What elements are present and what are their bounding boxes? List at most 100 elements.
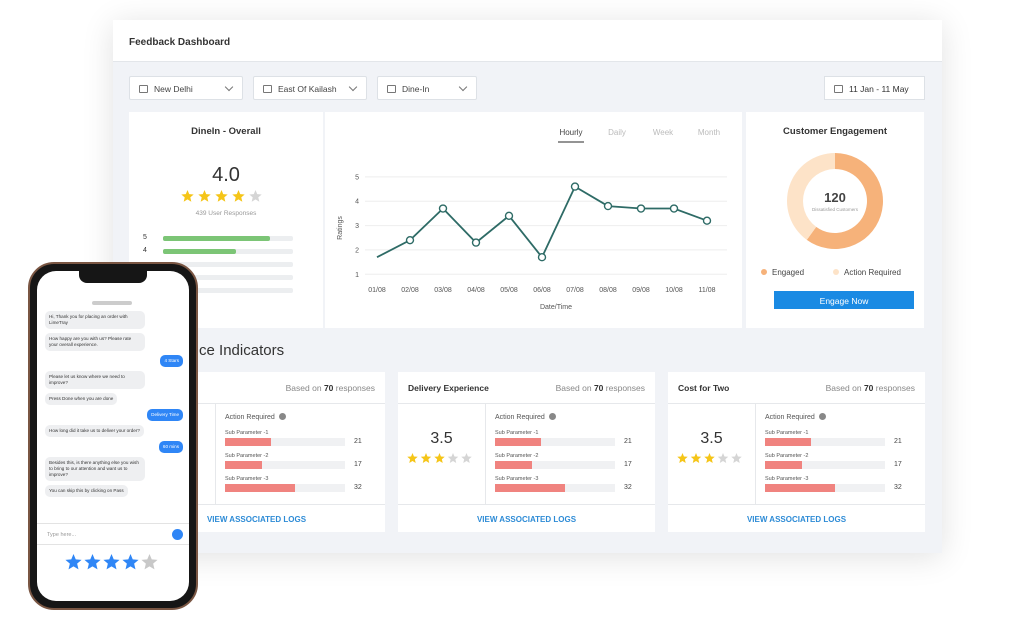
param-name: Sub Parameter -2 (225, 453, 269, 459)
point (405, 235, 415, 245)
star (677, 453, 688, 463)
tab[interactable]: Hourly (559, 128, 582, 137)
line (376, 185, 708, 259)
responses: 439 User Responses (195, 210, 257, 217)
divider (485, 404, 486, 504)
response-count: 70 (323, 383, 334, 393)
y-tick-label: 4 (355, 199, 359, 206)
dist-bar (163, 249, 236, 254)
chat-message: 4 Stars (160, 355, 183, 367)
y-tick-label: 5 (355, 174, 359, 181)
chat-message: Delivery Time (147, 409, 183, 421)
param-track (225, 461, 345, 469)
count: 120 (824, 190, 846, 205)
point (603, 201, 613, 211)
legend-label: Engaged (772, 268, 804, 277)
point (570, 182, 580, 191)
param-bar (765, 484, 836, 492)
param-track (495, 438, 615, 446)
chart: Hourly Daily Week Month 1 2 3 4 5 Ratings Date/Tim… (337, 128, 727, 311)
tab[interactable]: Month (698, 128, 720, 137)
param-value: 32 (624, 484, 632, 491)
header: Feedback Dashboard (113, 20, 942, 62)
dist-track (163, 288, 293, 293)
dashboard: Feedback Dashboard New Delhi East Of Kai… (113, 20, 942, 553)
chat-message: Hi, Thank you for placing an order with … (45, 311, 145, 329)
param-track (765, 461, 885, 469)
view-logs-link[interactable]: VIEW ASSOCIATED LOGS (668, 504, 925, 532)
star (690, 453, 702, 463)
y-tick-label: 2 (355, 247, 359, 254)
y-tick-label: 1 (355, 272, 359, 279)
based-prefix: Based on (825, 383, 862, 393)
based-on: Based on 70 responses (826, 383, 915, 403)
button-label: Engage Now (819, 296, 869, 306)
date-picker[interactable]: 11 Jan - 11 May (824, 76, 925, 100)
chat-message: Press Done when you are done (45, 393, 118, 405)
engagement-card: Customer Engagement Engaged Action Requir… (746, 112, 924, 328)
response-count: 70 (863, 383, 874, 393)
x-tick-label: 08/08 (599, 287, 617, 294)
x-tick-label: 10/08 (665, 287, 683, 294)
star-row (181, 190, 262, 202)
send-button[interactable] (172, 529, 183, 540)
based-prefix: Based on (285, 383, 322, 393)
dist-label: 5 (143, 234, 147, 241)
param-track (765, 438, 885, 446)
point (636, 204, 646, 213)
view-logs-link[interactable]: VIEW ASSOCIATED LOGS (398, 504, 655, 532)
x-tick-label: 03/08 (434, 287, 452, 294)
star (232, 190, 245, 202)
header-title: Feedback Dashboard (129, 37, 231, 48)
star (181, 190, 194, 202)
x-tick-label: 05/08 (500, 287, 518, 294)
param-name: Sub Parameter -1 (495, 430, 539, 436)
divider (755, 404, 756, 504)
based-suffix: responses (335, 383, 375, 393)
chat-message: Please let us know where we need to impr… (45, 371, 145, 389)
stars (181, 189, 266, 209)
star (198, 190, 211, 202)
x-tick-label: 02/08 (401, 287, 419, 294)
filter[interactable]: New Delhi (129, 76, 243, 100)
point (471, 238, 481, 247)
tab[interactable]: Daily (608, 128, 626, 137)
input-placeholder: Type here... (47, 532, 77, 538)
x-tick-label: 11/08 (699, 287, 716, 294)
engage-button[interactable]: Engage Now (774, 291, 914, 309)
chat-message: 60 mins (158, 441, 183, 453)
star (704, 453, 715, 463)
stars (677, 452, 745, 470)
messages: Hi, Thank you for placing an order with … (45, 311, 183, 501)
filter[interactable]: Dine-In (377, 76, 477, 100)
filter[interactable]: East Of Kailash (253, 76, 367, 100)
timestamp (92, 301, 132, 305)
rating: 3.5 (700, 430, 723, 447)
phone-screen: Hi, Thank you for placing an order with … (37, 271, 189, 601)
view-logs-link[interactable]: VIEW ASSOCIATED LOGS (128, 504, 385, 532)
input[interactable]: Type here... (37, 523, 189, 545)
info-icon (548, 413, 556, 420)
star (65, 554, 82, 570)
card-header: Based on 70 responses (128, 372, 385, 404)
based-suffix: responses (605, 383, 645, 393)
tab[interactable]: Week (653, 128, 674, 137)
dist-track (163, 275, 293, 280)
param-name: Sub Parameter -3 (225, 476, 269, 482)
star-row (407, 453, 472, 463)
based-prefix: Based on (555, 383, 592, 393)
legend-label: Action Required (844, 268, 901, 277)
param-value: 32 (354, 484, 362, 491)
y-tick-label: 3 (355, 223, 359, 230)
param-value: 21 (894, 438, 902, 445)
filter-label: New Delhi (154, 84, 193, 94)
indicator-card: Delivery Experience Based on 70 responses… (398, 372, 655, 532)
star (84, 554, 101, 570)
param-bar (765, 461, 803, 469)
star (407, 453, 418, 463)
date-label: 11 Jan - 11 May (849, 84, 909, 94)
info-icon (818, 413, 826, 420)
point (702, 216, 712, 225)
param-track (495, 461, 615, 469)
point (669, 204, 679, 213)
